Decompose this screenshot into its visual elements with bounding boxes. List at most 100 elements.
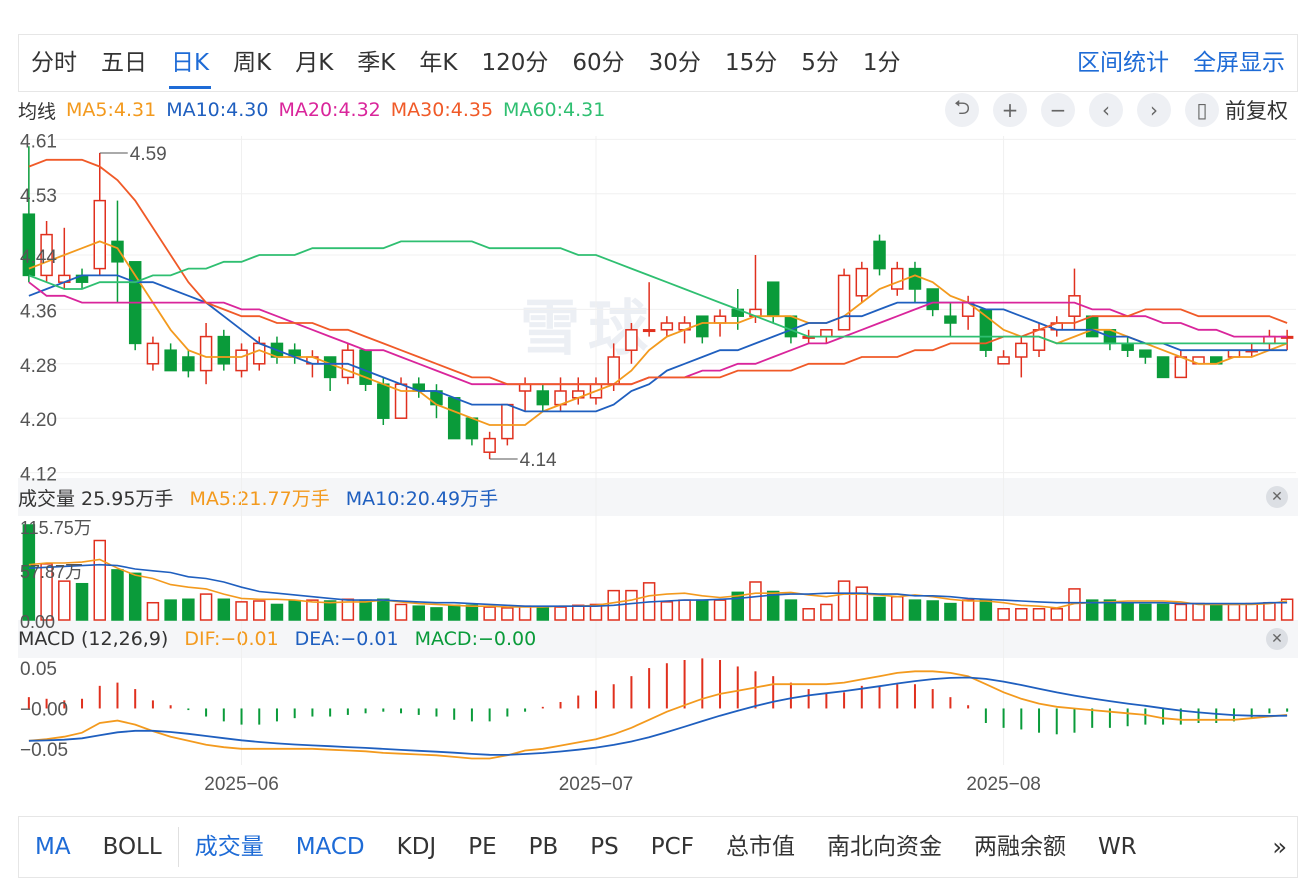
- candle-body: [713, 315, 727, 324]
- candle-body: [483, 437, 496, 453]
- period-tab[interactable]: 五日: [101, 50, 147, 76]
- chevron-left-icon[interactable]: ‹: [1089, 93, 1123, 127]
- chevron-right-icon[interactable]: ›: [1137, 93, 1171, 127]
- volume-bar: [377, 598, 390, 621]
- volume-bar: [1139, 603, 1152, 621]
- candle-body: [465, 417, 479, 440]
- indicator-tab[interactable]: BOLL: [102, 834, 162, 860]
- candle-body: [696, 315, 709, 338]
- macd-tick-label: −0.05: [20, 740, 68, 761]
- volume-bar: [784, 599, 798, 621]
- period-tab[interactable]: 分时: [31, 50, 77, 76]
- indicator-tab[interactable]: 南北向资金: [826, 834, 942, 860]
- volume-bar: [1192, 602, 1205, 621]
- indicator-tab[interactable]: KDJ: [396, 834, 437, 860]
- indicator-tab[interactable]: 两融余额: [973, 834, 1066, 860]
- candle-body: [447, 397, 461, 440]
- volume-bar: [306, 599, 319, 621]
- indicator-tab[interactable]: WR: [1097, 834, 1137, 860]
- date-axis-label: 2025−07: [559, 774, 634, 795]
- volume-label: 成交量 25.95万手: [18, 487, 174, 510]
- ma-line-ma5: [28, 240, 1288, 426]
- date-axis-label: 2025−08: [966, 774, 1041, 795]
- period-tab[interactable]: 1分: [862, 50, 901, 76]
- volume-bar: [394, 603, 408, 621]
- volume-bar: [1085, 599, 1099, 621]
- volume-bar: [146, 601, 160, 621]
- price-tick-label: 4.12: [20, 465, 57, 486]
- close-volume-icon[interactable]: ✕: [1266, 486, 1288, 508]
- macd-dea-line: [28, 676, 1288, 756]
- price-tick-label: 4.28: [20, 356, 57, 377]
- volume-ma5: MA5:21.77万手: [189, 487, 330, 510]
- macd-legend-row: MACD (12,26,9) DIF:−0.01 DEA:−0.01 MACD:…: [18, 620, 1298, 658]
- indicator-tab[interactable]: 总市值: [725, 834, 795, 860]
- undo-icon[interactable]: ⮌: [945, 93, 979, 127]
- zoom-out-icon[interactable]: −: [1041, 93, 1075, 127]
- range-stats-link[interactable]: 区间统计: [1077, 50, 1169, 76]
- volume-bar: [182, 598, 195, 621]
- volume-bar: [891, 595, 904, 621]
- volume-bar: [323, 600, 337, 621]
- close-macd-icon[interactable]: ✕: [1266, 628, 1288, 650]
- macd-dif: DIF:−0.01: [184, 628, 279, 650]
- more-indicators-icon[interactable]: »: [1272, 833, 1287, 861]
- stock-chart[interactable]: 4.61 4.53 4.44 4.36 4.28 4.20 4.12 4.59 4.14 115.…: [0, 0, 1306, 816]
- tab-divider: [177, 827, 179, 867]
- candle-body: [146, 342, 160, 365]
- indicator-tab[interactable]: PE: [468, 834, 497, 860]
- volume-bar: [412, 605, 425, 621]
- candle-body: [323, 356, 337, 379]
- indicator-tab[interactable]: 成交量: [194, 834, 264, 860]
- macd-value: MACD:−0.00: [414, 628, 537, 650]
- period-tab[interactable]: 120分: [481, 50, 549, 76]
- volume-bar: [1015, 608, 1028, 621]
- adjust-mode-button[interactable]: 前复权: [1225, 99, 1288, 123]
- volume-bar: [128, 572, 142, 621]
- ma-legend-item: MA30:4.35: [390, 99, 494, 121]
- period-tab[interactable]: 5分: [801, 50, 839, 76]
- volume-bar: [625, 589, 638, 621]
- volume-bar: [217, 598, 231, 621]
- candle-body: [40, 233, 53, 277]
- period-tab[interactable]: 周K: [233, 50, 272, 76]
- volume-ma-ma10: [28, 563, 1288, 607]
- indicator-tab[interactable]: MACD: [295, 834, 365, 860]
- zoom-in-icon[interactable]: +: [993, 93, 1027, 127]
- period-tab[interactable]: 60分: [572, 50, 625, 76]
- volume-bar: [997, 608, 1010, 621]
- volume-bar: [1032, 608, 1046, 621]
- volume-bar: [731, 591, 744, 621]
- indicator-tab[interactable]: PCF: [650, 834, 694, 860]
- price-tick-label: 4.20: [20, 410, 57, 431]
- price-tick-label: 4.36: [20, 301, 57, 322]
- indicator-tab[interactable]: MA: [35, 834, 71, 860]
- volume-bar: [536, 606, 550, 621]
- candle-body: [501, 403, 514, 440]
- volume-bar: [235, 601, 248, 621]
- indicator-tab[interactable]: PB: [528, 834, 559, 860]
- period-tab[interactable]: 15分: [724, 50, 778, 76]
- period-tab[interactable]: 日K: [159, 35, 221, 91]
- fullscreen-link[interactable]: 全屏显示: [1193, 50, 1285, 76]
- candle-body: [855, 267, 869, 297]
- volume-bar: [483, 606, 496, 621]
- date-axis-label: 2025−06: [204, 774, 279, 795]
- candle-body: [660, 322, 674, 331]
- volume-bar: [253, 600, 266, 621]
- candle-body: [1156, 356, 1170, 379]
- volume-bar: [447, 604, 461, 621]
- candle-body: [1068, 295, 1081, 317]
- candle-body: [926, 288, 939, 311]
- candle-body: [1139, 349, 1152, 358]
- macd-tick-label: 0.05: [20, 659, 57, 680]
- price-tick-label: 4.53: [20, 186, 57, 207]
- candle-icon[interactable]: ▯: [1185, 93, 1219, 127]
- indicator-tab[interactable]: PS: [590, 834, 619, 860]
- period-tab[interactable]: 月K: [295, 50, 334, 76]
- period-tab[interactable]: 年K: [419, 50, 458, 76]
- period-tab[interactable]: 季K: [357, 50, 396, 76]
- period-tab[interactable]: 30分: [648, 50, 701, 76]
- volume-bar: [359, 599, 372, 621]
- period-right-links: 区间统计 全屏显示: [1065, 35, 1297, 91]
